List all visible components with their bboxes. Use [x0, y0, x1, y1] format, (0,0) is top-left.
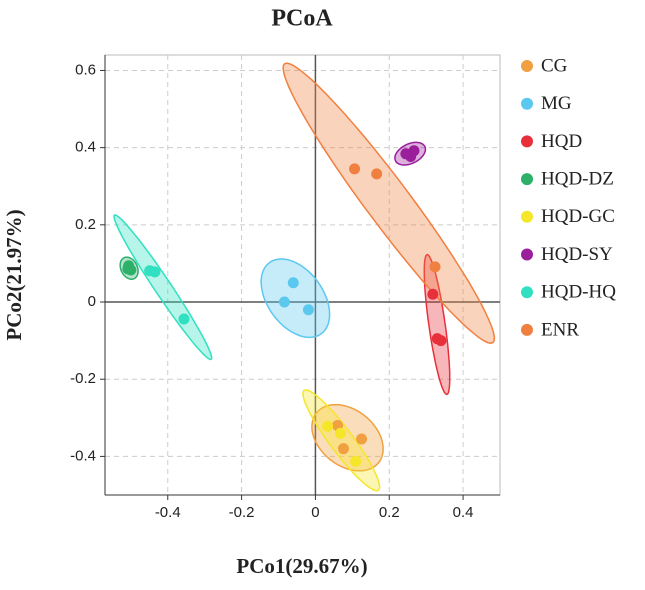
point	[431, 333, 443, 345]
y-tick-label: 0.4	[75, 139, 96, 156]
point	[149, 266, 161, 278]
point	[178, 313, 190, 325]
legend-label: HQD	[541, 131, 582, 152]
y-tick-label: 0.6	[75, 61, 96, 78]
confidence-ellipse	[260, 258, 331, 339]
x-tick-label: 0.4	[453, 504, 474, 521]
legend-label: HQD-SY	[541, 244, 613, 265]
point	[122, 263, 134, 275]
confidence-ellipse	[282, 62, 496, 344]
x-axis-label: PCo1(29.67%)	[236, 554, 367, 578]
legend-label: CG	[541, 55, 568, 76]
y-tick-label: -0.2	[70, 370, 96, 387]
legend-label: MG	[541, 93, 572, 114]
point	[356, 433, 368, 445]
point	[427, 288, 439, 300]
point	[350, 455, 362, 467]
legend-marker	[521, 97, 533, 110]
legend-marker	[521, 286, 533, 299]
point	[302, 304, 314, 316]
point	[349, 163, 361, 175]
legend-label: HQD-DZ	[541, 168, 614, 189]
y-axis-label: PCo2(21.97%)	[2, 209, 26, 340]
legend-marker	[521, 210, 533, 223]
y-tick-label: -0.4	[70, 447, 96, 464]
point	[337, 443, 349, 455]
chart-title: PCoA	[271, 6, 333, 32]
legend-marker	[521, 323, 533, 336]
legend-marker	[521, 60, 533, 72]
confidence-ellipse	[302, 389, 381, 492]
legend-marker	[521, 248, 533, 261]
point	[335, 427, 347, 439]
point	[322, 420, 334, 432]
point	[278, 296, 290, 308]
x-tick-label: -0.4	[155, 504, 181, 521]
point	[371, 168, 383, 180]
point	[405, 151, 417, 163]
legend-marker	[521, 135, 533, 148]
legend-label: HQD-GC	[541, 206, 615, 227]
y-tick-label: 0	[88, 293, 96, 310]
point	[429, 261, 441, 273]
x-tick-label: -0.2	[229, 504, 255, 521]
x-tick-label: 0.2	[379, 504, 400, 521]
x-tick-label: 0	[311, 504, 319, 521]
confidence-ellipse	[113, 214, 213, 361]
legend-marker	[521, 173, 533, 186]
point	[287, 277, 299, 289]
legend-label: HQD-HQ	[541, 282, 616, 303]
legend-label: ENR	[541, 319, 579, 340]
y-tick-label: 0.2	[75, 216, 96, 233]
